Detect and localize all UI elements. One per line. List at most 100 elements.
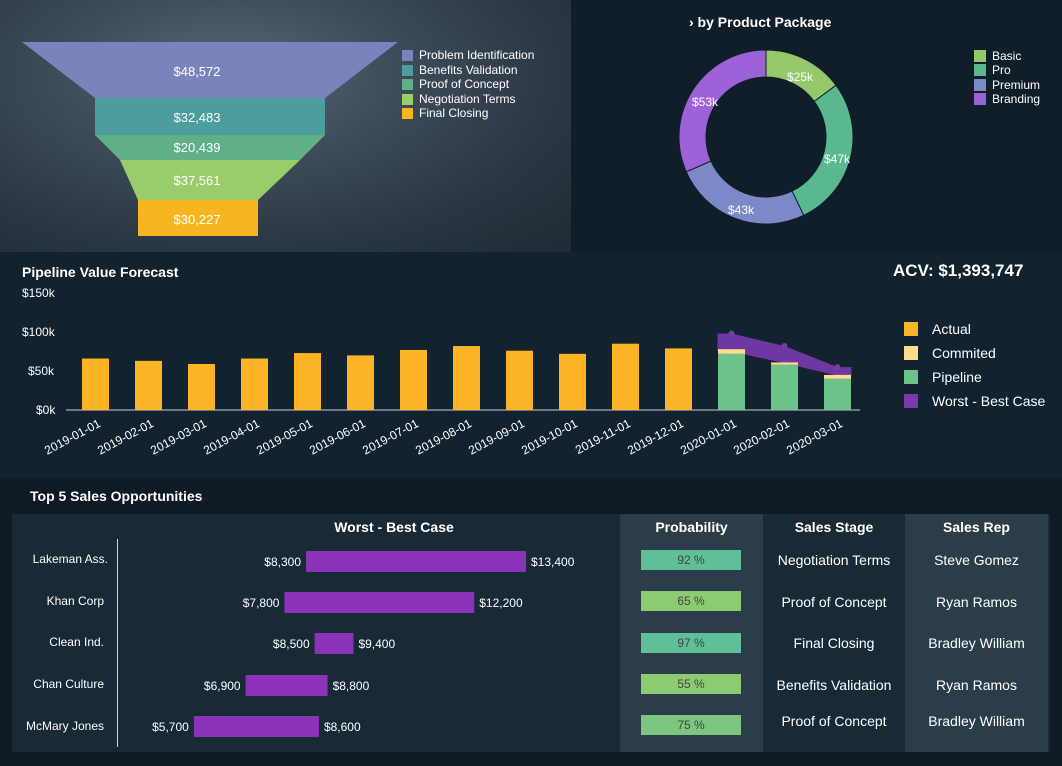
donut-legend-item[interactable]: Premium — [974, 78, 1040, 92]
bar-commited[interactable] — [771, 362, 798, 365]
bar-actual[interactable] — [82, 358, 109, 410]
opportunity-name: Khan Corp — [46, 594, 104, 608]
x-tick-label: 2019-09-01 — [466, 416, 527, 457]
bar-actual[interactable] — [294, 353, 321, 410]
range-bar[interactable] — [284, 592, 475, 613]
sales-stage: Proof of Concept — [781, 713, 887, 729]
donut-legend-item[interactable]: Branding — [974, 92, 1040, 106]
legend-label: Pro — [992, 63, 1011, 77]
donut-legend-item[interactable]: Pro — [974, 63, 1011, 77]
range-bar[interactable] — [193, 716, 319, 737]
legend-swatch — [904, 322, 918, 336]
opportunities-panel: Top 5 Sales Opportunities Worst - Best C… — [0, 478, 1062, 766]
range-high-point[interactable] — [834, 364, 841, 371]
best-case-label: $12,200 — [479, 596, 523, 610]
probability-badge: 75 % — [641, 715, 741, 735]
funnel-value-2: $32,483 — [174, 110, 221, 125]
donut-slice-branding[interactable] — [678, 49, 767, 173]
x-tick-label: 2019-01-01 — [42, 416, 103, 457]
donut-label-basic: $25k — [787, 70, 814, 84]
legend-label: Actual — [932, 321, 971, 337]
funnel-stage-3[interactable] — [95, 135, 325, 160]
funnel-legend-item[interactable]: Negotiation Terms — [402, 92, 516, 106]
x-tick-label: 2020-03-01 — [784, 416, 845, 457]
y-tick-label: $150k — [22, 286, 56, 300]
sales-stage: Negotiation Terms — [777, 552, 891, 568]
bar-actual[interactable] — [559, 353, 586, 410]
x-tick-label: 2019-07-01 — [360, 416, 421, 457]
legend-swatch — [974, 50, 986, 62]
sales-stage: Final Closing — [793, 635, 875, 651]
range-bar[interactable] — [245, 675, 328, 696]
x-tick-label: 2019-05-01 — [254, 416, 315, 457]
opportunity-name: Clean Ind. — [49, 635, 104, 649]
range-bar[interactable] — [306, 551, 527, 572]
range-high-point[interactable] — [728, 330, 735, 337]
bar-actual[interactable] — [506, 350, 533, 410]
worst-case-label: $7,800 — [243, 596, 280, 610]
legend-swatch — [974, 93, 986, 105]
legend-label: Branding — [992, 92, 1041, 106]
range-bar[interactable] — [314, 633, 354, 654]
sales-rep: Bradley William — [928, 635, 1025, 651]
bar-commited[interactable] — [824, 374, 851, 379]
bar-actual[interactable] — [241, 358, 268, 410]
pipeline-legend-item[interactable]: Pipeline — [904, 369, 982, 385]
bar-pipeline[interactable] — [824, 378, 851, 410]
bar-actual[interactable] — [400, 349, 427, 410]
donut-legend-item[interactable]: Basic — [974, 49, 1021, 63]
donut-slice-pro[interactable] — [791, 84, 854, 217]
legend-swatch — [904, 346, 918, 360]
funnel-legend-item[interactable]: Final Closing — [402, 106, 488, 120]
header-probability: Probability — [655, 519, 728, 535]
bar-pipeline[interactable] — [771, 364, 798, 410]
funnel-value-4: $37,561 — [174, 173, 221, 188]
donut-title: › by Product Package — [689, 14, 832, 30]
pipeline-legend-item[interactable]: Commited — [904, 345, 996, 361]
sales-rep: Ryan Ramos — [936, 677, 1017, 693]
funnel-stage-1[interactable] — [22, 42, 398, 98]
bar-actual[interactable] — [347, 355, 374, 410]
opportunity-name: McMary Jones — [25, 719, 104, 733]
funnel-legend-item[interactable]: Problem Identification — [402, 48, 534, 62]
bar-actual[interactable] — [453, 346, 480, 410]
range-chart: $8,300 $13,400 $7,800 $12,200 $8,500 $9,400 $6… — [152, 551, 575, 737]
probability-badge: 55 % — [641, 674, 741, 694]
funnel-legend-item[interactable]: Proof of Concept — [402, 77, 509, 91]
range-bars: $8,300 $13,400 $7,800 $12,200 $8,500 $9,400 $6… — [152, 551, 575, 737]
legend-label: Commited — [932, 345, 996, 361]
x-tick-label: 2019-08-01 — [413, 416, 474, 457]
funnel-legend-item[interactable]: Benefits Validation — [402, 63, 518, 77]
x-tick-label: 2019-03-01 — [148, 416, 209, 457]
sales-stage: Proof of Concept — [781, 594, 887, 610]
legend-label: Premium — [992, 78, 1041, 92]
bar-commited[interactable] — [718, 349, 745, 354]
range-high-point[interactable] — [781, 343, 788, 350]
legend-swatch — [904, 370, 918, 384]
sales-rep: Steve Gomez — [934, 552, 1019, 568]
best-case-label: $13,400 — [531, 555, 575, 569]
worst-best-range-band[interactable] — [717, 333, 852, 376]
bar-actual[interactable] — [135, 360, 162, 410]
bar-actual[interactable] — [188, 363, 215, 410]
y-tick-label: $0k — [36, 403, 56, 417]
bar-actual[interactable] — [665, 348, 692, 410]
funnel-value-5: $30,227 — [174, 212, 221, 227]
funnel-stage-4[interactable] — [120, 160, 300, 200]
acv-total: ACV: $1,393,747 — [893, 261, 1024, 280]
best-case-label: $8,600 — [324, 720, 361, 734]
header-sales-stage: Sales Stage — [794, 519, 874, 535]
bar-actual[interactable] — [612, 343, 639, 410]
opportunity-name: Lakeman Ass. — [32, 552, 108, 566]
x-tick-label: 2019-02-01 — [95, 416, 156, 457]
funnel-stage-5[interactable] — [138, 200, 258, 236]
pipeline-title: Pipeline Value Forecast — [22, 264, 179, 280]
bar-pipeline[interactable] — [718, 353, 745, 410]
pipeline-legend-item[interactable]: Worst - Best Case — [904, 393, 1045, 409]
donut-label-branding: $53k — [692, 95, 719, 109]
funnel-stage-2[interactable] — [95, 98, 325, 135]
pipeline-legend-item[interactable]: Actual — [904, 321, 971, 337]
pipeline-chart: $150k $100k $50k $0k 2019-01-012019-02-0… — [22, 286, 860, 457]
legend-swatch — [974, 79, 986, 91]
funnel-value-3: $20,439 — [174, 140, 221, 155]
